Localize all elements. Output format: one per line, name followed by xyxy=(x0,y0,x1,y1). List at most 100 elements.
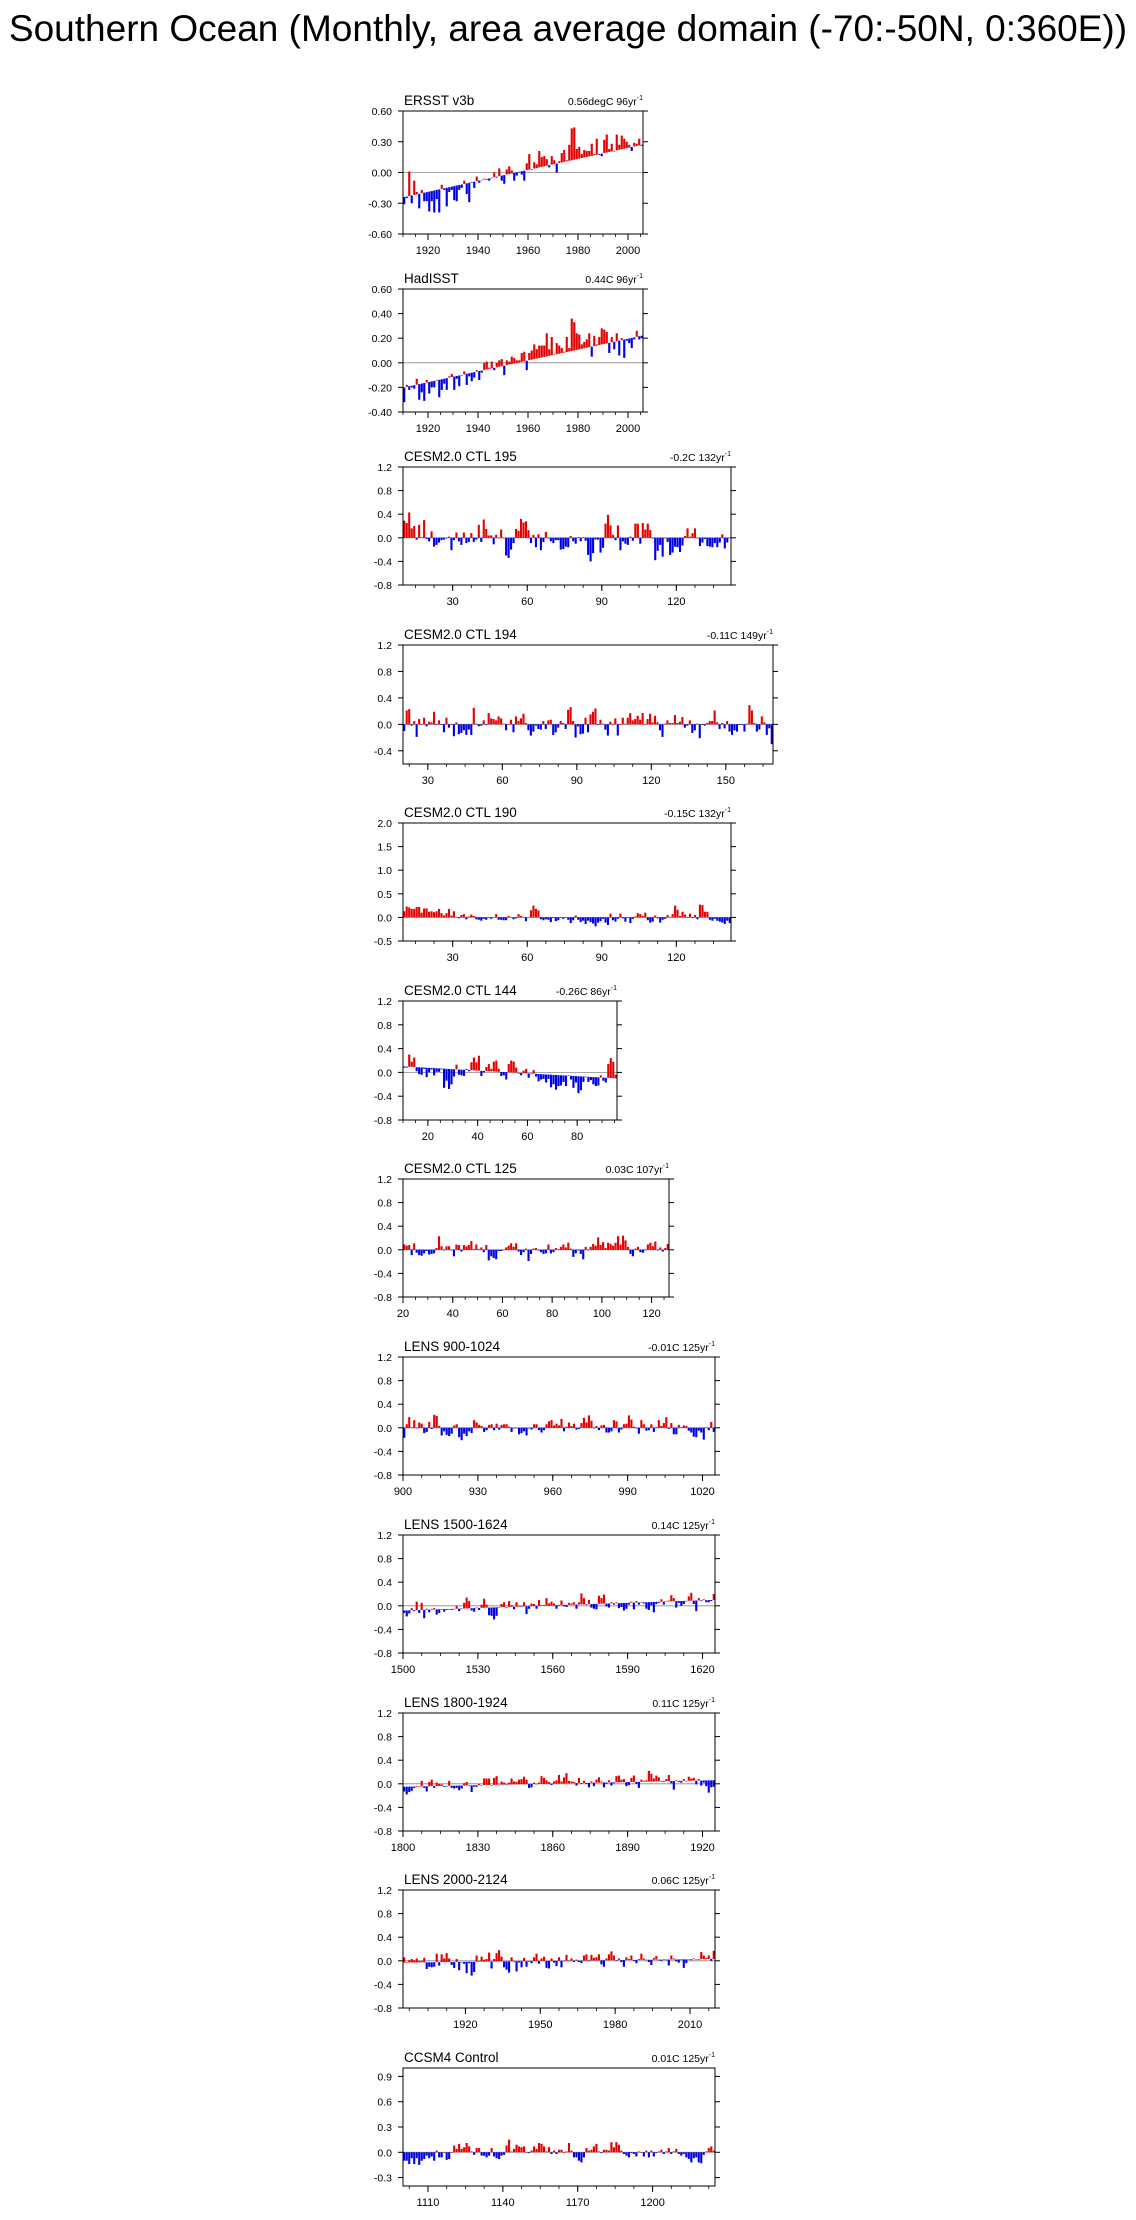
bar xyxy=(701,537,704,543)
bar xyxy=(477,1055,480,1071)
bar xyxy=(554,1074,558,1090)
bar xyxy=(428,911,431,918)
bar xyxy=(545,333,548,357)
bar xyxy=(552,1781,556,1784)
bar xyxy=(443,1785,446,1787)
bar xyxy=(458,375,461,387)
bar xyxy=(695,1959,698,1960)
bar xyxy=(590,2149,593,2153)
bar xyxy=(612,2147,615,2153)
bar xyxy=(410,528,413,538)
bar xyxy=(505,537,508,556)
bar xyxy=(733,724,736,731)
bar xyxy=(483,1778,486,1786)
bar xyxy=(538,345,541,359)
bar xyxy=(529,724,532,736)
bar xyxy=(450,915,453,918)
bar xyxy=(450,537,453,551)
bar xyxy=(547,1074,550,1079)
bar xyxy=(475,370,478,372)
bar xyxy=(542,1249,545,1254)
bar xyxy=(760,716,763,725)
bar xyxy=(498,1950,501,1962)
trend-label: -0.2C 132yr-1 xyxy=(670,451,731,464)
y-tick-label: 0.8 xyxy=(377,486,392,498)
bar xyxy=(656,722,659,725)
bar xyxy=(681,537,684,546)
bar xyxy=(539,537,542,551)
bar xyxy=(405,1245,408,1250)
bar xyxy=(483,362,486,370)
bar xyxy=(522,522,525,538)
bar xyxy=(403,1957,406,1963)
bar xyxy=(530,1427,533,1430)
bar xyxy=(647,1427,650,1431)
bar xyxy=(415,1786,418,1787)
bar xyxy=(562,1427,566,1432)
bar xyxy=(585,2148,588,2153)
bar xyxy=(460,1785,463,1789)
bar xyxy=(642,1958,645,1960)
bar xyxy=(664,1248,667,1250)
bar xyxy=(458,1785,461,1791)
bar xyxy=(572,1960,576,1962)
bar xyxy=(435,1782,438,1787)
bar xyxy=(410,2152,413,2159)
bar xyxy=(465,2143,468,2153)
bar xyxy=(646,719,649,725)
bar xyxy=(711,721,714,725)
bar xyxy=(453,376,456,390)
bar xyxy=(435,1609,438,1615)
bar xyxy=(695,1780,698,1785)
bar xyxy=(686,917,689,918)
bar xyxy=(534,908,537,918)
y-tick-label: 0.0 xyxy=(377,719,392,731)
bar xyxy=(553,354,556,355)
bar xyxy=(480,917,483,921)
bar xyxy=(408,2152,411,2165)
bar xyxy=(708,917,711,920)
bar xyxy=(592,1427,595,1429)
bar xyxy=(443,1958,446,1963)
bar xyxy=(617,1603,620,1609)
bar xyxy=(582,917,585,921)
bar xyxy=(435,380,438,381)
y-tick-label: 0.30 xyxy=(372,137,393,149)
bar xyxy=(470,1608,473,1611)
bar xyxy=(540,2143,543,2153)
bar xyxy=(638,138,641,146)
bar xyxy=(445,378,448,390)
bar xyxy=(418,1610,421,1613)
bar xyxy=(600,1960,603,1965)
y-tick-label: 0.3 xyxy=(377,2122,392,2134)
bar xyxy=(617,2144,620,2153)
bar xyxy=(505,1247,508,1250)
bar xyxy=(703,537,706,539)
bar xyxy=(696,723,699,725)
bar xyxy=(505,1424,508,1428)
bar xyxy=(549,917,552,923)
bar xyxy=(577,1076,580,1094)
bar xyxy=(405,2152,408,2161)
bar xyxy=(527,1249,530,1262)
bar xyxy=(560,1781,563,1784)
bar xyxy=(450,1069,453,1085)
bar xyxy=(674,537,677,547)
bar xyxy=(670,1423,673,1428)
bar xyxy=(574,1076,577,1083)
bar xyxy=(577,1960,581,1962)
y-tick-label: 1.2 xyxy=(377,1174,392,1186)
bar xyxy=(543,345,546,357)
bar xyxy=(514,716,518,725)
bar xyxy=(681,717,684,725)
bar xyxy=(485,1778,488,1786)
bar xyxy=(545,1074,548,1083)
y-tick-label: 0.60 xyxy=(372,284,393,296)
bar xyxy=(577,2152,581,2161)
y-tick-label: 0.0 xyxy=(377,1956,392,1968)
bar xyxy=(495,1060,498,1072)
bar xyxy=(716,917,719,921)
bar xyxy=(572,1249,575,1257)
bar xyxy=(675,1601,678,1608)
